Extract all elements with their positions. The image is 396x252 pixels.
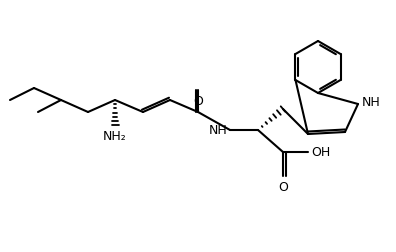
Text: O: O: [278, 181, 288, 194]
Text: NH: NH: [362, 97, 381, 110]
Text: NH: NH: [208, 124, 227, 138]
Text: OH: OH: [311, 145, 330, 159]
Text: O: O: [193, 95, 203, 108]
Text: NH₂: NH₂: [103, 130, 127, 143]
